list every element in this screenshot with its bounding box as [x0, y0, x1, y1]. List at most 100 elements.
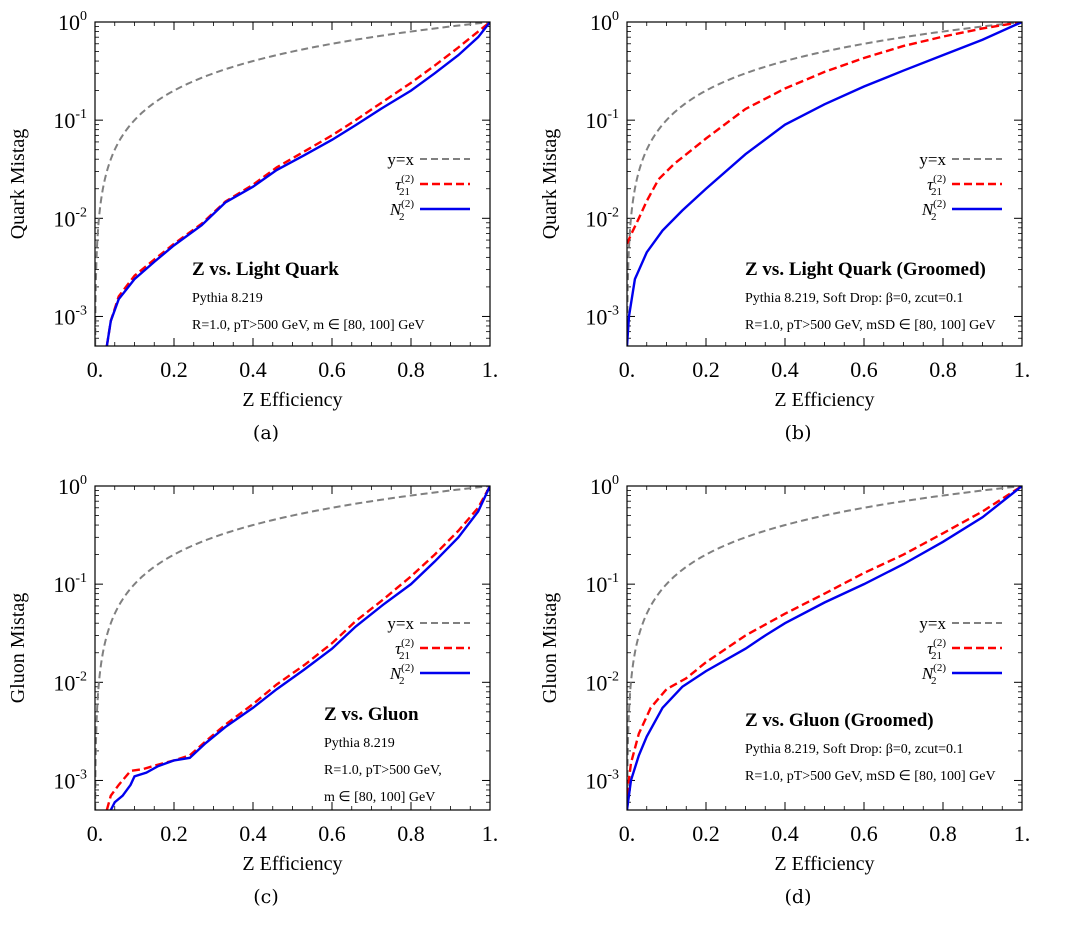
- annotation-line: Pythia 8.219, Soft Drop: β=0, zcut=0.1: [745, 291, 964, 306]
- series-line-n2: [105, 22, 490, 346]
- annotation-title: Z vs. Gluon (Groomed): [745, 710, 934, 731]
- x-tick-label: 0.8: [929, 821, 957, 846]
- plot-frame: [626, 21, 1023, 347]
- annotation-title: Z vs. Light Quark (Groomed): [745, 259, 986, 280]
- series-line-n2: [627, 486, 1022, 810]
- caption-c: (c): [253, 886, 279, 908]
- x-tick-label: 0.2: [160, 357, 188, 382]
- x-tick-label: 0.4: [771, 357, 799, 382]
- y-tick-label: 10-3: [585, 767, 619, 793]
- x-tick-label: 0.4: [771, 821, 799, 846]
- y-tick-label: 10-2: [585, 205, 619, 231]
- legend-label: τ(2) 21: [927, 173, 946, 198]
- x-tick-label: 0.2: [692, 357, 720, 382]
- legend-label: N(2) 2: [921, 662, 947, 687]
- x-tick-label: 0.: [619, 821, 636, 846]
- legend-label: N(2) 2: [389, 198, 415, 223]
- y-tick-label: 10-2: [53, 669, 87, 695]
- x-tick-label: 0.8: [929, 357, 957, 382]
- series-line-identity: [627, 486, 1022, 810]
- y-tick-label: 10-1: [53, 571, 87, 597]
- y-axis-label: Gluon Mistag: [7, 593, 29, 704]
- y-tick-label: 10-3: [53, 303, 87, 329]
- y-tick-label: 10-3: [53, 767, 87, 793]
- panel-b: 0. 0.2 0.4 0.6 0.8 1. 100 10-1 10-2 10-3 Z Efficie…: [532, 0, 1064, 463]
- x-tick-label: 0.: [87, 357, 104, 382]
- panel-a: 0. 0.2 0.4 0.6 0.8 1. 100 10-1 10-2 10-3 Z Efficie…: [0, 0, 532, 463]
- annotation-line: Pythia 8.219, Soft Drop: β=0, zcut=0.1: [745, 742, 964, 757]
- x-tick-label: 0.8: [397, 821, 425, 846]
- x-tick-label: 0.6: [850, 821, 878, 846]
- x-tick-label: 0.8: [397, 357, 425, 382]
- plot-frame: [94, 485, 491, 811]
- y-tick-label: 10-1: [585, 571, 619, 597]
- annotation-title: Z vs. Gluon: [324, 704, 419, 725]
- x-tick-label: 0.6: [318, 357, 346, 382]
- x-axis-label: Z Efficiency: [242, 853, 342, 875]
- chart-a: 0. 0.2 0.4 0.6 0.8 1. 100 10-1 10-2 10-3 Z Efficie…: [7, 9, 499, 411]
- annotation-title: Z vs. Light Quark: [192, 259, 339, 280]
- y-axis-label: Quark Mistag: [7, 129, 29, 240]
- series-line-identity: [95, 486, 490, 810]
- x-tick-label: 0.2: [160, 821, 188, 846]
- series-line-identity: [95, 22, 490, 346]
- plot-frame: [94, 21, 491, 347]
- legend-label: N(2) 2: [921, 198, 947, 223]
- y-tick-label: 10-1: [585, 107, 619, 133]
- series-line-tau21: [627, 486, 1022, 796]
- y-tick-label: 100: [58, 473, 87, 499]
- legend-label: τ(2) 21: [927, 637, 946, 662]
- x-tick-label: 0.6: [850, 357, 878, 382]
- panel-d: 0. 0.2 0.4 0.6 0.8 1. 100 10-1 10-2 10-3 Z Efficie…: [532, 464, 1064, 927]
- caption-a: (a): [252, 422, 280, 444]
- y-axis-label: Quark Mistag: [539, 129, 561, 240]
- panel-c: 0. 0.2 0.4 0.6 0.8 1. 100 10-1 10-2 10-3 Z Efficie…: [0, 464, 532, 927]
- series-line-tau21: [627, 22, 1022, 245]
- annotation-line: Pythia 8.219: [324, 736, 395, 751]
- x-tick-label: 1.: [1014, 821, 1031, 846]
- legend-label: y=x: [919, 614, 946, 633]
- x-axis-label: Z Efficiency: [774, 853, 874, 875]
- chart-c: 0. 0.2 0.4 0.6 0.8 1. 100 10-1 10-2 10-3 Z Efficie…: [7, 473, 499, 875]
- legend-label: N(2) 2: [389, 662, 415, 687]
- x-tick-label: 0.2: [692, 821, 720, 846]
- x-tick-label: 0.: [619, 357, 636, 382]
- annotation-line: R=1.0, pT>500 GeV, mSD ∈ [80, 100] GeV: [745, 318, 996, 333]
- x-tick-label: 0.4: [239, 821, 267, 846]
- x-axis-label: Z Efficiency: [242, 389, 342, 411]
- series-line-identity: [627, 22, 1022, 346]
- plot-frame: [626, 485, 1023, 811]
- y-tick-label: 10-3: [585, 303, 619, 329]
- caption-b: (b): [784, 422, 812, 444]
- annotation-line: R=1.0, pT>500 GeV, m ∈ [80, 100] GeV: [192, 318, 425, 333]
- annotation-line: m ∈ [80, 100] GeV: [324, 790, 435, 805]
- annotation-line: Pythia 8.219: [192, 291, 263, 306]
- y-tick-label: 100: [58, 9, 87, 35]
- legend-label: y=x: [387, 150, 414, 169]
- annotation-line: R=1.0, pT>500 GeV, mSD ∈ [80, 100] GeV: [745, 769, 996, 784]
- series-line-tau21: [105, 22, 490, 346]
- y-tick-label: 10-2: [585, 669, 619, 695]
- series-line-n2: [109, 486, 490, 810]
- x-tick-label: 0.: [87, 821, 104, 846]
- y-tick-label: 10-2: [53, 205, 87, 231]
- legend-label: τ(2) 21: [395, 173, 414, 198]
- legend-label: y=x: [387, 614, 414, 633]
- x-tick-label: 1.: [1014, 357, 1031, 382]
- x-tick-label: 0.4: [239, 357, 267, 382]
- y-tick-label: 100: [590, 473, 619, 499]
- legend-label: τ(2) 21: [395, 637, 414, 662]
- x-tick-label: 0.6: [318, 821, 346, 846]
- caption-d: (d): [784, 886, 812, 908]
- x-tick-label: 1.: [482, 821, 499, 846]
- legend-label: y=x: [919, 150, 946, 169]
- y-axis-label: Gluon Mistag: [539, 593, 561, 704]
- chart-b: 0. 0.2 0.4 0.6 0.8 1. 100 10-1 10-2 10-3 Z Efficie…: [539, 9, 1031, 411]
- chart-d: 0. 0.2 0.4 0.6 0.8 1. 100 10-1 10-2 10-3 Z Efficie…: [539, 473, 1031, 875]
- y-tick-label: 100: [590, 9, 619, 35]
- x-axis-label: Z Efficiency: [774, 389, 874, 411]
- y-tick-label: 10-1: [53, 107, 87, 133]
- x-tick-label: 1.: [482, 357, 499, 382]
- series-line-tau21: [105, 486, 490, 810]
- annotation-line: R=1.0, pT>500 GeV,: [324, 763, 442, 778]
